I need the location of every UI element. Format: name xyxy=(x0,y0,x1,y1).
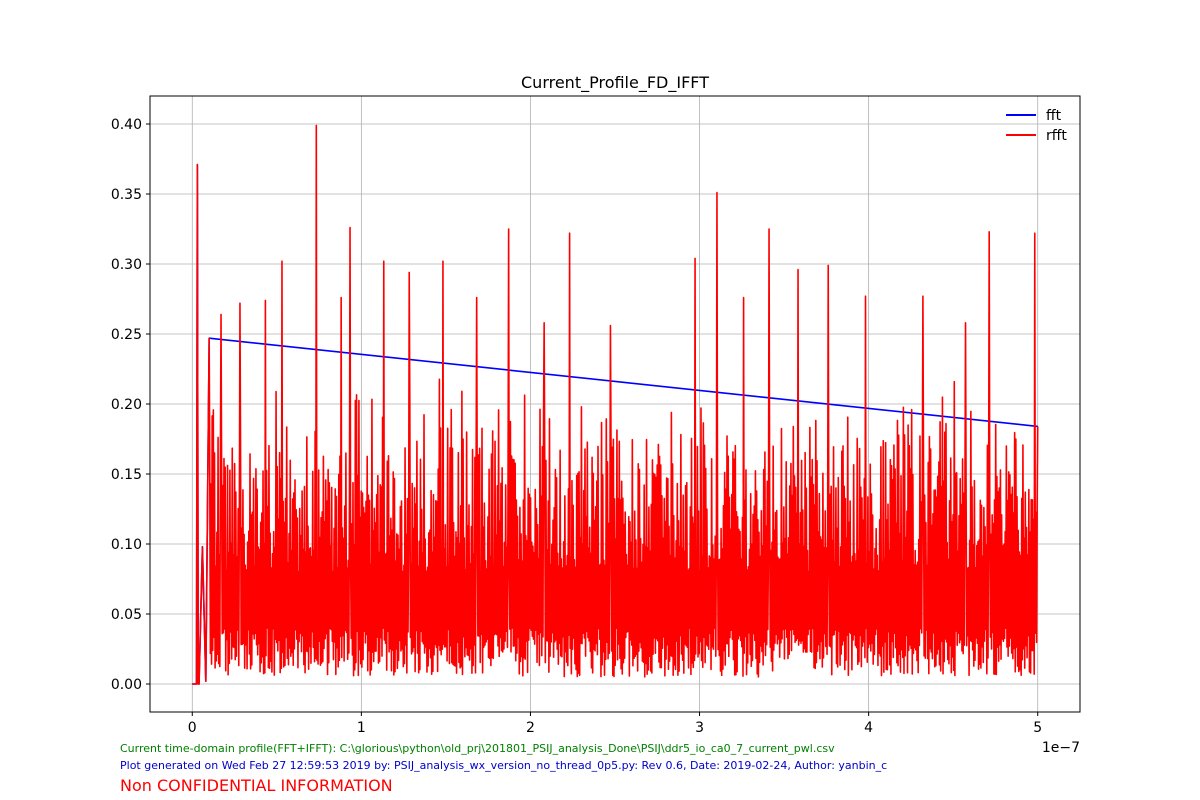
y-tick-label: 0.10 xyxy=(111,537,142,553)
chart-title: Current_Profile_FD_IFFT xyxy=(521,73,709,93)
series-line-rfft xyxy=(192,124,1039,685)
legend-label-rfft: rfft xyxy=(1046,128,1067,144)
x-tick-label: 1 xyxy=(357,720,366,736)
y-tick-label: 0.35 xyxy=(111,187,142,203)
series-group xyxy=(192,124,1039,685)
x-offset-label: 1e−7 xyxy=(1042,740,1080,756)
y-tick-label: 0.20 xyxy=(111,397,142,413)
x-tick-label: 0 xyxy=(188,720,197,736)
source-file-note: Current time-domain profile(FFT+IFFT): C… xyxy=(120,742,835,755)
y-tick-label: 0.25 xyxy=(111,327,142,343)
x-tick-label: 4 xyxy=(864,720,873,736)
x-tick-label: 3 xyxy=(695,720,704,736)
generation-info-note: Plot generated on Wed Feb 27 12:59:53 20… xyxy=(120,759,888,772)
x-tick-label: 2 xyxy=(526,720,535,736)
y-tick-label: 0.05 xyxy=(111,607,142,623)
y-tick-label: 0.15 xyxy=(111,467,142,483)
y-tick-label: 0.40 xyxy=(111,117,142,133)
confidentiality-notice: Non CONFIDENTIAL INFORMATION xyxy=(120,776,393,795)
y-tick-label: 0.30 xyxy=(111,257,142,273)
x-tick-label: 5 xyxy=(1033,720,1042,736)
legend-label-fft: fft xyxy=(1046,108,1062,124)
y-tick-label: 0.00 xyxy=(111,677,142,693)
